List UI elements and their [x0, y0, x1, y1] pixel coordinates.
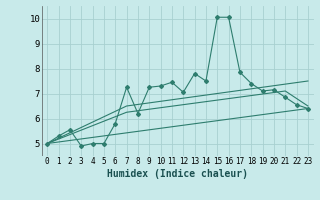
X-axis label: Humidex (Indice chaleur): Humidex (Indice chaleur) [107, 169, 248, 179]
